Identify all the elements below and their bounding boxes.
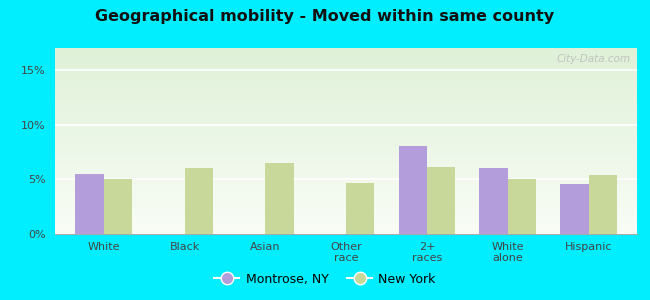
Bar xyxy=(104,179,132,234)
Bar xyxy=(588,175,617,234)
Bar xyxy=(185,168,213,234)
Bar xyxy=(75,174,104,234)
Bar xyxy=(346,183,374,234)
Text: City-Data.com: City-Data.com xyxy=(557,54,631,64)
Bar xyxy=(508,179,536,234)
Bar xyxy=(560,184,588,234)
Bar xyxy=(265,163,294,234)
Text: Geographical mobility - Moved within same county: Geographical mobility - Moved within sam… xyxy=(96,9,554,24)
Bar xyxy=(480,168,508,234)
Bar xyxy=(398,146,427,234)
Legend: Montrose, NY, New York: Montrose, NY, New York xyxy=(209,268,441,291)
Bar xyxy=(427,167,455,234)
